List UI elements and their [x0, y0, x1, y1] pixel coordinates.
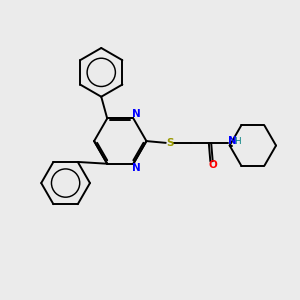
Text: S: S [166, 139, 173, 148]
Text: O: O [208, 160, 217, 170]
Text: N: N [131, 109, 140, 119]
Text: N: N [131, 163, 140, 173]
Text: H: H [234, 136, 241, 146]
Text: N: N [228, 136, 236, 146]
